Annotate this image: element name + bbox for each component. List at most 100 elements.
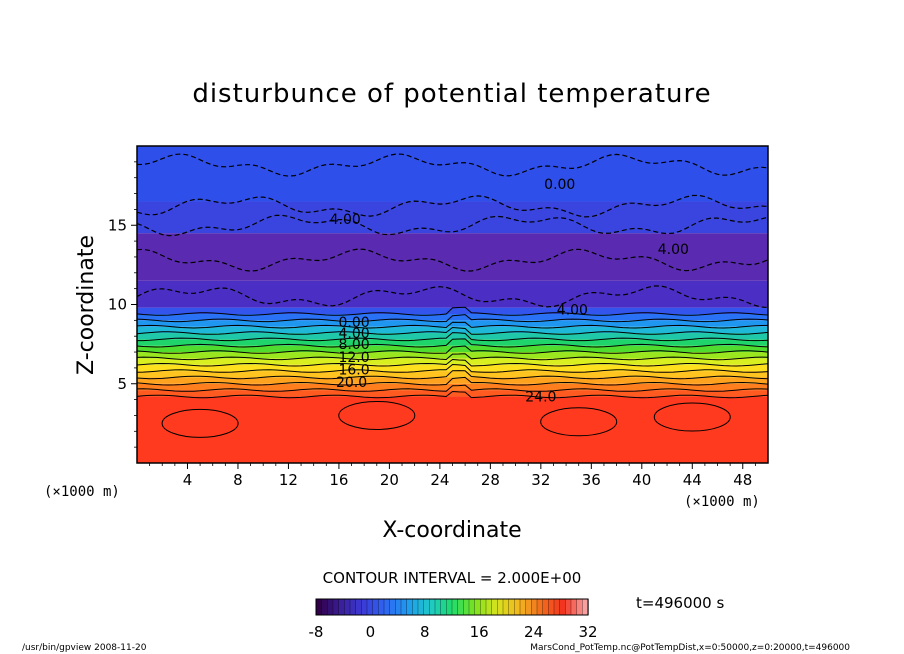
field-band-6	[137, 358, 768, 365]
colorbar-cell	[412, 598, 419, 616]
contour-label: 16.0	[338, 362, 369, 378]
colorbar-cell	[338, 598, 345, 616]
chart-title: disturbunce of potential temperature	[192, 79, 711, 109]
y-tick-label: 5	[117, 375, 127, 393]
contour-label: 8.00	[338, 337, 369, 353]
colorbar-cell	[468, 598, 476, 616]
field-band-14	[137, 307, 768, 315]
colorbar-cell	[497, 598, 504, 616]
contour-line	[137, 314, 768, 323]
contour-label: 20.0	[336, 375, 367, 391]
colorbar-cell	[434, 598, 442, 616]
colorbar-cell	[451, 598, 459, 616]
contour-label: 4.00	[338, 326, 369, 342]
colorbar-cell	[372, 598, 379, 616]
contour-lines	[137, 153, 768, 438]
contour-line	[137, 332, 768, 342]
field-band-9	[137, 339, 768, 346]
contour-label: 0.00	[338, 315, 369, 331]
x-tick-label: 28	[481, 471, 500, 489]
colorbar-cell	[400, 598, 408, 616]
colorbar-cell	[485, 598, 493, 616]
field-band-16	[137, 233, 768, 281]
colorbar-cell	[417, 598, 425, 616]
plot-area	[137, 146, 768, 463]
colorbar-cell	[548, 598, 555, 616]
contour-line	[137, 338, 768, 348]
field-band-1	[137, 390, 768, 397]
x-unit-right: (×1000 m)	[684, 494, 760, 510]
colorbar-cell	[395, 598, 402, 616]
contour-label: 24.0	[525, 389, 556, 405]
field-band-17	[137, 201, 768, 234]
contour-line	[137, 321, 768, 329]
contour-line	[137, 384, 768, 392]
colorbar-tick-label: 24	[524, 623, 543, 641]
field-band-7	[137, 352, 768, 359]
field-band-18	[137, 146, 768, 202]
field-band-10	[137, 333, 768, 340]
colorbar-cell	[553, 598, 561, 616]
contour-line	[137, 306, 768, 316]
colorbar-cell	[429, 598, 436, 616]
field-band-2	[137, 383, 768, 391]
colorbar-cell	[406, 598, 413, 616]
colorbar-cell	[519, 598, 527, 616]
field-band-0	[137, 396, 768, 463]
colorbar-cell	[463, 598, 470, 616]
x-unit-left: (×1000 m)	[44, 484, 120, 500]
colorbar-cell	[423, 598, 430, 616]
field-band-15	[137, 280, 768, 308]
colorbar-cell	[383, 598, 391, 616]
colorbar-cell	[480, 598, 487, 616]
colorbar-cell	[321, 598, 328, 616]
x-tick-label: 32	[531, 471, 550, 489]
colorbar-cell	[536, 598, 544, 616]
contour-line	[137, 326, 768, 335]
contour-line	[137, 370, 768, 380]
colorbar-cell	[355, 598, 362, 616]
colorbar-cell	[344, 598, 351, 616]
colorbar-tick-label: 0	[366, 623, 376, 641]
field-band-12	[137, 320, 768, 327]
x-tick-label: 48	[733, 471, 752, 489]
colorbar	[315, 598, 589, 616]
colorbar-cell	[389, 598, 396, 616]
colorbar-cell	[366, 598, 374, 616]
colorbar-cell	[446, 598, 453, 616]
contour-line	[137, 363, 768, 373]
colorbar-cell	[474, 598, 481, 616]
contour-line	[137, 390, 768, 399]
x-tick-label: 24	[430, 471, 449, 489]
contour-labels: 0.004.004.004.000.004.008.0012.016.020.0…	[330, 177, 689, 405]
y-axis-ticks: 5 10 15	[108, 161, 137, 448]
colorbar-tick-label: 32	[578, 623, 597, 641]
time-label: t=496000 s	[636, 594, 724, 612]
colorbar-cell	[457, 598, 464, 616]
colorbar-tick-label: 16	[470, 623, 489, 641]
x-axis-label: X-coordinate	[382, 518, 521, 543]
field-band-11	[137, 326, 768, 334]
colorbar-cell	[570, 598, 578, 616]
colorbar-cell	[576, 598, 583, 616]
x-tick-label: 20	[380, 471, 399, 489]
contour-line-dashed	[137, 194, 768, 218]
contour-label: 4.00	[557, 302, 588, 318]
colorbar-tick-label: -8	[309, 623, 324, 641]
colorbar-cell	[531, 598, 538, 616]
colorbar-cell	[332, 598, 340, 616]
colorbar-tick-label: 8	[420, 623, 430, 641]
contour-line	[137, 353, 768, 361]
colorbar-cell	[349, 598, 357, 616]
field-band-3	[137, 377, 768, 384]
contour-line-dashed	[137, 214, 768, 237]
colorbar-cell	[542, 598, 549, 616]
colorbar-cell	[491, 598, 498, 616]
colorbar-cell	[315, 598, 323, 616]
contour-line-dashed	[137, 285, 768, 309]
colorbar-cell	[508, 598, 515, 616]
colorbar-cell	[559, 598, 566, 616]
contour-blob	[338, 400, 416, 430]
colorbar-tick-labels: -8 0 8 16 24 32	[309, 623, 598, 641]
